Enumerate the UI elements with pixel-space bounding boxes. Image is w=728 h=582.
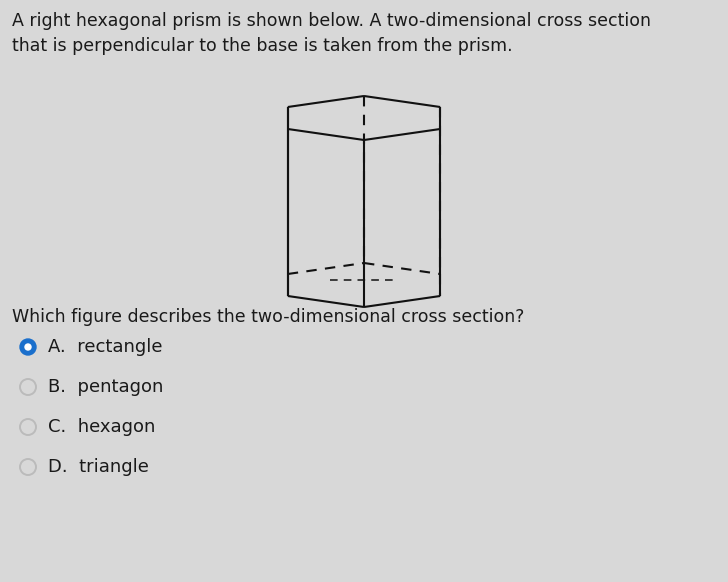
Text: A right hexagonal prism is shown below. A two-dimensional cross section
that is : A right hexagonal prism is shown below. … [12, 12, 651, 55]
Circle shape [20, 339, 36, 355]
Text: Which figure describes the two-dimensional cross section?: Which figure describes the two-dimension… [12, 308, 524, 326]
Text: A.  rectangle: A. rectangle [48, 338, 162, 356]
Text: C.  hexagon: C. hexagon [48, 418, 155, 436]
Circle shape [25, 344, 31, 350]
Text: D.  triangle: D. triangle [48, 458, 149, 476]
Text: B.  pentagon: B. pentagon [48, 378, 163, 396]
